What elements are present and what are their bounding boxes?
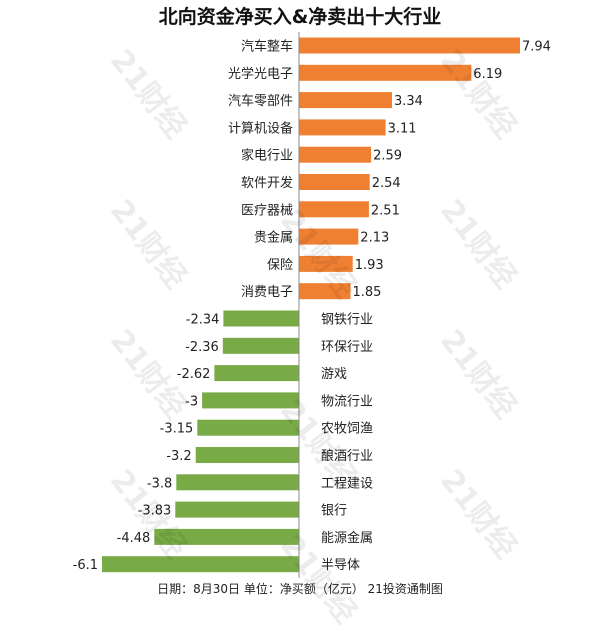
labels-layer: 汽车整车 7.94 光学光电子 6.19 汽车零部件 3.34 计算机设备 3.11 家电行业 2… [73, 39, 551, 574]
category-label: 光学光电子 [228, 66, 293, 82]
value-label: -3 [185, 394, 198, 409]
value-label: 1.93 [355, 258, 384, 273]
value-label: -4.48 [117, 531, 151, 546]
category-label: 工程建设 [321, 476, 373, 491]
bar-net-sell [154, 528, 299, 545]
bar-net-sell [197, 419, 299, 436]
category-label: 汽车零部件 [228, 93, 293, 109]
value-label: 2.51 [371, 203, 400, 218]
category-label: 物流行业 [321, 394, 373, 409]
bar-net-buy [299, 64, 472, 81]
chart-title: 北向资金净买入&净卖出十大行业 [158, 6, 442, 28]
category-label: 贵金属 [254, 230, 293, 246]
bar-net-buy [299, 119, 386, 136]
value-label: -3.2 [166, 449, 191, 464]
value-label: 3.34 [394, 94, 423, 109]
bar-net-buy [299, 146, 372, 163]
bar-net-sell [176, 474, 299, 491]
category-label: 汽车整车 [241, 39, 293, 55]
value-label: 2.13 [360, 231, 389, 246]
bar-net-buy [299, 283, 351, 300]
category-label: 能源金属 [321, 530, 373, 546]
bar-net-sell [175, 501, 299, 518]
bar-net-buy [299, 255, 353, 272]
category-label: 保险 [267, 258, 293, 273]
value-label: 3.11 [388, 121, 417, 136]
value-label: 7.94 [522, 40, 551, 55]
category-label: 游戏 [321, 367, 347, 382]
chart-footnote: 日期：8月30日 单位：净买额（亿元） 21投资通制图 [157, 582, 443, 596]
bar-net-sell [222, 337, 299, 354]
bar-net-buy [299, 228, 359, 245]
category-label: 农牧饲渔 [321, 422, 373, 437]
value-label: -2.62 [177, 367, 211, 382]
value-label: -2.34 [186, 313, 220, 328]
category-label: 消费电子 [241, 285, 293, 300]
value-label: -2.36 [185, 340, 219, 355]
bar-net-buy [299, 174, 370, 190]
bar-net-buy [299, 92, 392, 109]
bar-net-sell [102, 556, 299, 573]
bar-chart: 汽车整车 7.94 光学光电子 6.19 汽车零部件 3.34 计算机设备 3.11 家电行业 2… [73, 31, 551, 578]
value-label: -3.15 [160, 422, 194, 437]
category-label: 计算机设备 [228, 120, 293, 136]
value-label: 2.54 [372, 176, 401, 191]
category-label: 钢铁行业 [321, 313, 373, 328]
bar-net-buy [299, 37, 520, 54]
category-label: 环保行业 [321, 340, 373, 355]
value-label: -6.1 [73, 558, 98, 573]
bar-net-sell [223, 310, 299, 327]
category-label: 半导体 [321, 558, 360, 573]
value-label: 2.59 [373, 149, 402, 164]
category-label: 家电行业 [241, 148, 293, 164]
bars-layer [102, 37, 520, 573]
bar-net-buy [299, 201, 369, 218]
category-label: 软件开发 [241, 175, 293, 191]
value-label: -3.8 [147, 476, 172, 491]
category-label: 银行 [321, 504, 347, 519]
bar-net-sell [195, 447, 299, 463]
value-label: 6.19 [473, 67, 502, 82]
bar-net-sell [202, 392, 299, 409]
bar-net-sell [214, 365, 299, 382]
category-label: 医疗器械 [241, 203, 293, 218]
value-label: 1.85 [353, 285, 382, 300]
value-label: -3.83 [138, 504, 172, 519]
category-label: 酿酒行业 [321, 448, 373, 464]
